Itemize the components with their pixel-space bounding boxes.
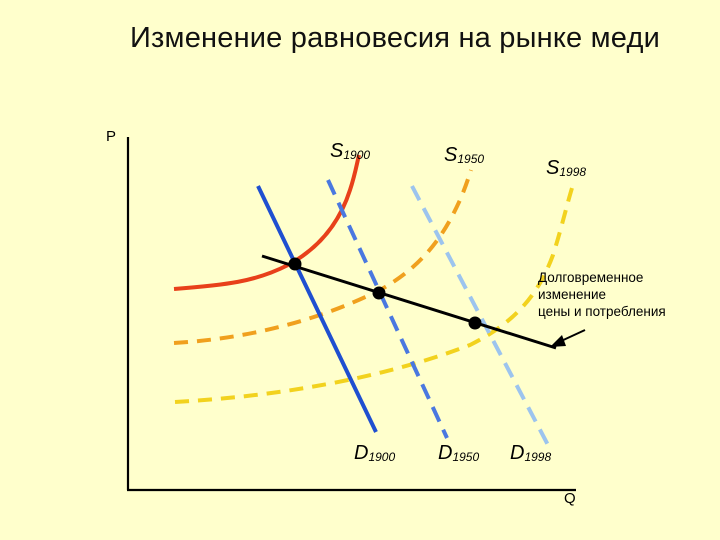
equilibrium-point-1998 <box>468 316 482 330</box>
supply-curve-1998 <box>174 187 574 404</box>
supply-label-1900: S1900 <box>330 140 370 162</box>
demand-curve-1998 <box>410 185 550 446</box>
equilibrium-point-1900 <box>288 257 302 271</box>
supply-curve-1950 <box>173 169 473 345</box>
demand-label-1950: D1950 <box>438 442 479 464</box>
annotation-line-3: цены и потребления <box>538 304 666 319</box>
y-axis-label: P <box>106 128 116 145</box>
long-run-annotation: Долговременное изменение цены и потребле… <box>538 269 718 320</box>
supply-label-1950: S1950 <box>444 144 484 166</box>
demand-label-1900: D1900 <box>354 442 395 464</box>
long-run-path-line <box>261 254 557 350</box>
page-title: Изменение равновесия на рынке меди <box>130 22 660 54</box>
demand-curve-1900 <box>256 185 378 433</box>
supply-curve-1900 <box>173 154 361 291</box>
supply-label-1998: S1998 <box>546 157 586 179</box>
demand-label-1998: D1998 <box>510 442 551 464</box>
annotation-arrow-head <box>550 335 566 347</box>
annotation-line-2: изменение <box>538 287 606 302</box>
annotation-line-1: Долговременное <box>538 270 644 285</box>
demand-curve-1950 <box>326 179 449 439</box>
equilibrium-point-1950 <box>372 286 386 300</box>
x-axis-label: Q <box>564 490 576 507</box>
